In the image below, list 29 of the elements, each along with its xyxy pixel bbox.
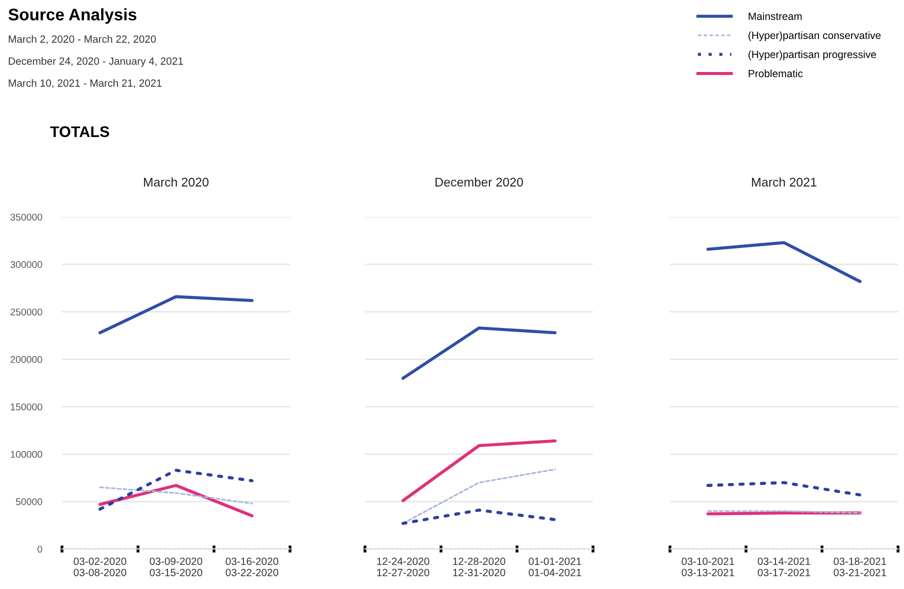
x-tick-label: 01-01-2021 01-04-2021 (528, 558, 582, 576)
legend-label: (Hyper)partisan progressive (748, 50, 876, 60)
x-tick-label: 03-02-2020 03-08-2020 (74, 558, 126, 576)
y-tick-label: 200000 (10, 356, 42, 363)
x-tick-label: 03-14-2021 03-17-2021 (758, 558, 810, 576)
y-tick-label: 250000 (10, 308, 42, 316)
y-tick-label: 100000 (10, 450, 42, 458)
x-tick-label: 03-18-2021 03-21-2021 (834, 558, 886, 576)
chart-title: December 2020 (436, 177, 523, 187)
text: March 2, 2020 - March 22, 2020 (8, 35, 156, 44)
text: December 24, 2020 - January 4, 2021 (8, 57, 183, 67)
text: TOTALS (50, 126, 110, 138)
x-tick-label: 03-09-2020 03-15-2020 (150, 558, 202, 576)
x-tick-label: 12-24-2020 12-27-2020 (377, 558, 430, 576)
x-tick-label: 03-10-2021 03-13-2021 (682, 558, 734, 576)
x-tick-label: 12-28-2020 12-31-2020 (453, 558, 506, 576)
y-tick-label: 350000 (10, 214, 42, 221)
y-tick-label: 50000 (16, 498, 42, 506)
x-tick-label: 03-16-2020 03-22-2020 (226, 558, 278, 576)
y-tick-label: 0 (38, 546, 42, 553)
source-note: Source Analysis (8, 8, 136, 24)
chart-title: March 2021 (752, 177, 816, 187)
legend-label: Problematic (748, 70, 803, 78)
text: March 10, 2021 - March 21, 2021 (8, 79, 162, 88)
chart-title: March 2020 (144, 177, 209, 187)
legend-label: (Hyper)partisan conservative (748, 31, 881, 42)
y-tick-label: 150000 (10, 403, 42, 410)
y-tick-label: 300000 (10, 261, 42, 268)
legend-label: Mainstream (748, 12, 802, 20)
